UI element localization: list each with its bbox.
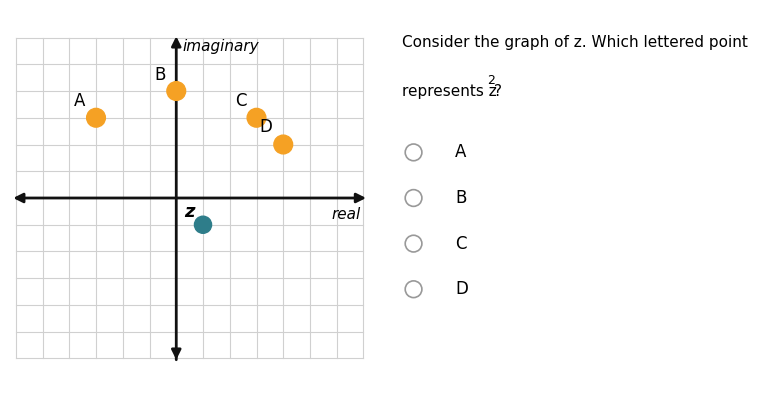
Text: C: C bbox=[455, 234, 467, 253]
Text: A: A bbox=[455, 143, 467, 162]
Text: imaginary: imaginary bbox=[182, 39, 259, 54]
Text: 2: 2 bbox=[488, 74, 495, 88]
Circle shape bbox=[274, 135, 293, 154]
Text: C: C bbox=[235, 92, 246, 110]
Text: ?: ? bbox=[495, 84, 502, 99]
Text: real: real bbox=[331, 208, 361, 223]
Text: D: D bbox=[259, 118, 272, 137]
Circle shape bbox=[167, 82, 186, 100]
Text: Consider the graph of z. Which lettered point: Consider the graph of z. Which lettered … bbox=[402, 34, 748, 50]
Text: represents z: represents z bbox=[402, 84, 497, 99]
Text: A: A bbox=[74, 92, 86, 110]
Text: z: z bbox=[184, 203, 195, 221]
Text: D: D bbox=[455, 280, 468, 298]
Circle shape bbox=[194, 216, 211, 233]
Text: B: B bbox=[455, 189, 467, 207]
Circle shape bbox=[87, 109, 105, 127]
Text: B: B bbox=[155, 66, 166, 84]
Circle shape bbox=[247, 109, 265, 127]
